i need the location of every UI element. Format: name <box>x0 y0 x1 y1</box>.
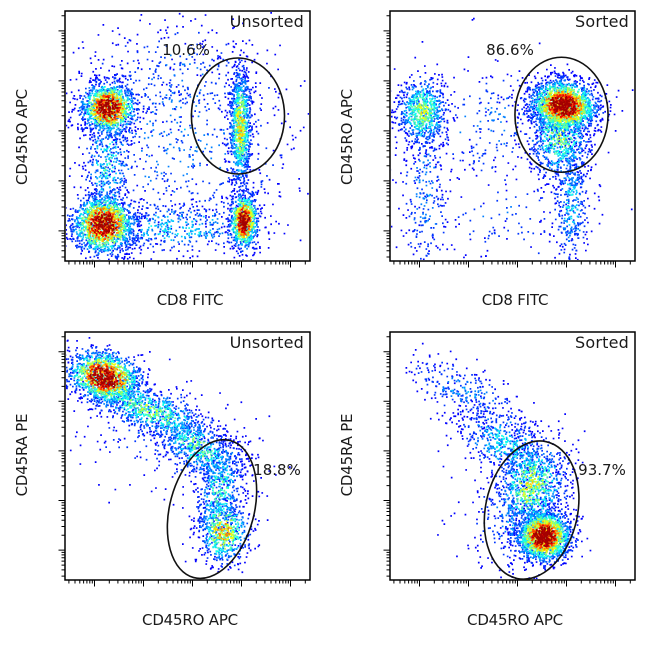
plot-frame <box>64 331 311 581</box>
scatter-points <box>404 82 595 226</box>
scatter-points <box>391 17 634 260</box>
scatter-points <box>532 526 556 548</box>
x-axis-label-bottom-left: CD45RO APC <box>142 611 238 629</box>
scatter-points <box>415 361 579 569</box>
scatter-points <box>72 54 258 255</box>
gate-percent-bottom-right: 93.7% <box>578 461 626 479</box>
gate-percent-top-right: 86.6% <box>486 41 534 59</box>
gate-ellipse <box>190 57 286 175</box>
y-axis-label-bottom-right: CD45RA PE <box>338 413 356 497</box>
gate-percent-top-left: 10.6% <box>162 41 210 59</box>
scatter-points <box>80 358 235 550</box>
y-axis-label-top-left: CD45RO APC <box>13 89 31 185</box>
plot-frame <box>389 10 636 262</box>
x-axis-label-top-left: CD8 FITC <box>156 291 224 309</box>
panel-title-top-left: Unsorted <box>229 12 304 31</box>
scatter-points <box>85 363 233 541</box>
panel-title-bottom-right: Sorted <box>575 333 629 352</box>
axis-ticks <box>58 15 306 268</box>
axis-ticks <box>58 336 306 587</box>
y-axis-label-bottom-left: CD45RA PE <box>13 413 31 497</box>
scatter-points <box>410 86 591 155</box>
scatter-points <box>89 366 119 388</box>
y-axis-label-top-right: CD45RO APC <box>338 89 356 185</box>
scatter-points <box>405 342 592 579</box>
panel-title-bottom-left: Unsorted <box>229 333 304 352</box>
gate-ellipse <box>166 438 258 580</box>
axis-ticks <box>383 15 631 268</box>
scatter-points <box>66 337 295 574</box>
scatter-points <box>90 96 251 237</box>
gate-ellipse <box>514 56 609 174</box>
scatter-points <box>81 90 254 246</box>
scatter-points <box>78 86 256 248</box>
panel-title-top-right: Sorted <box>575 12 629 31</box>
scatter-points <box>408 82 593 220</box>
gate-ellipse <box>483 440 580 580</box>
axis-ticks <box>383 336 631 587</box>
scatter-points <box>550 96 577 117</box>
scatter-points <box>88 365 121 390</box>
gate-percent-bottom-left: 18.8% <box>253 461 301 479</box>
x-axis-label-bottom-right: CD45RO APC <box>467 611 563 629</box>
plot-frame <box>389 331 636 581</box>
x-axis-label-top-right: CD8 FITC <box>481 291 549 309</box>
plot-frame <box>64 10 311 262</box>
